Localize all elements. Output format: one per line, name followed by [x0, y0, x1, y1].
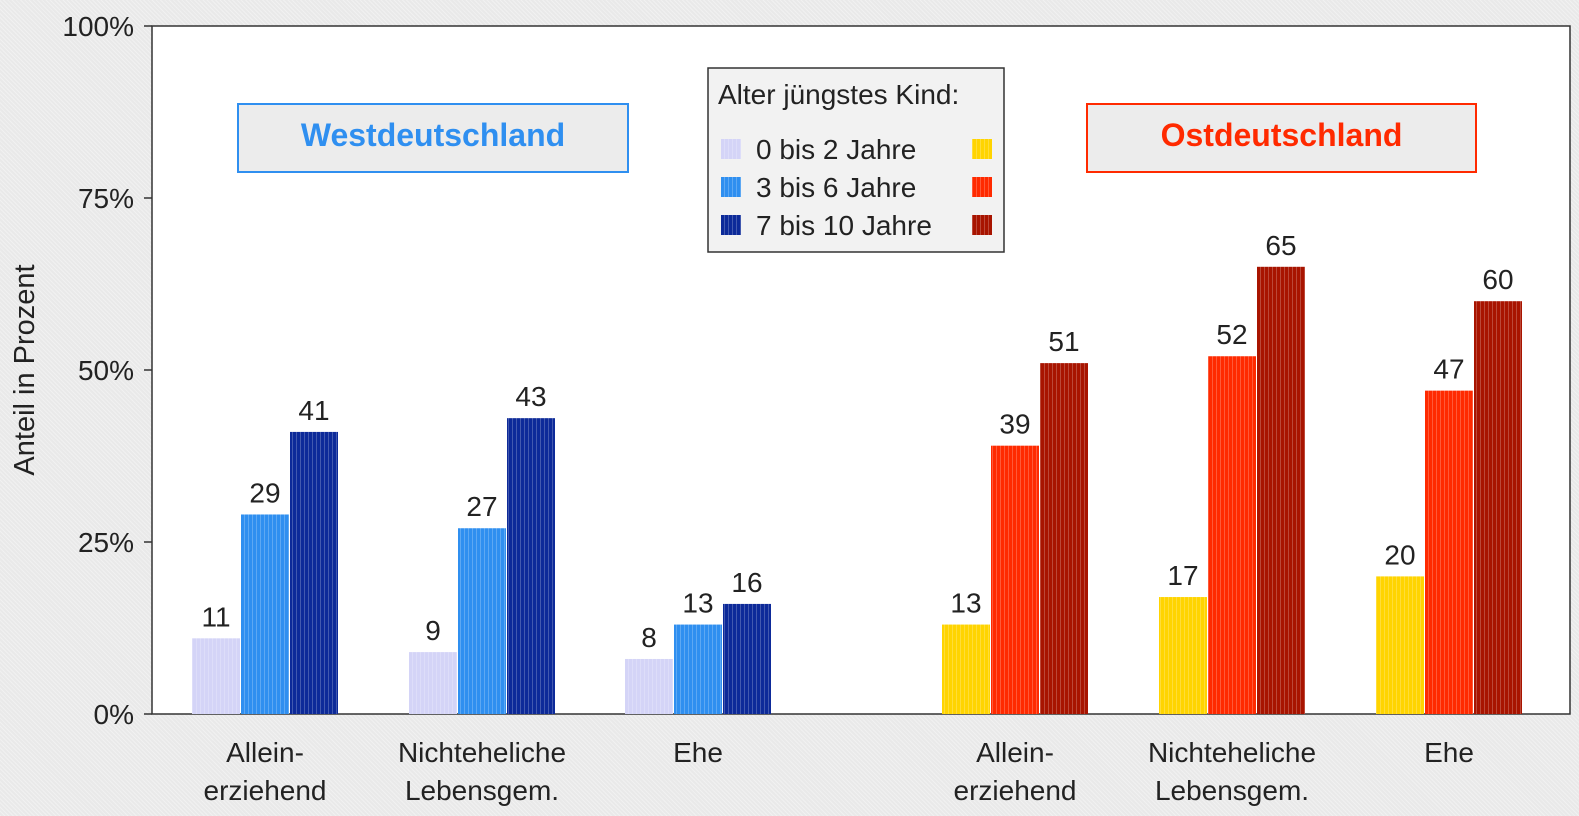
category-label: Lebensgem. — [1155, 775, 1309, 806]
y-axis-label: Anteil in Prozent — [9, 264, 41, 475]
group-title-box — [1086, 103, 1477, 173]
bar — [1474, 301, 1522, 714]
data-label: 52 — [1216, 319, 1247, 350]
data-label: 20 — [1384, 539, 1415, 570]
bar — [625, 658, 673, 714]
group-title-box — [237, 103, 629, 173]
bar — [1208, 356, 1256, 714]
y-tick-label: 0% — [94, 699, 134, 730]
data-label: 65 — [1265, 230, 1296, 261]
category-label: erziehend — [204, 775, 327, 806]
bar — [192, 638, 240, 714]
category-label: Nichteheliche — [398, 737, 566, 768]
bar — [1040, 363, 1088, 714]
data-label: 41 — [298, 395, 329, 426]
data-label: 43 — [515, 381, 546, 412]
legend-entry: 3 bis 6 Jahre — [756, 172, 916, 203]
category-label: Ehe — [1424, 737, 1474, 768]
category-label: erziehend — [954, 775, 1077, 806]
data-label: 16 — [731, 567, 762, 598]
bar — [942, 624, 990, 714]
legend-title: Alter jüngstes Kind: — [718, 79, 959, 110]
bar — [241, 514, 289, 714]
data-label: 13 — [682, 588, 713, 619]
bar — [290, 431, 338, 714]
data-label: 47 — [1433, 354, 1464, 385]
legend-swatch-west — [721, 139, 741, 159]
y-tick-label: 75% — [78, 183, 134, 214]
legend-swatch-west — [721, 177, 741, 197]
legend-swatch-west — [721, 215, 741, 235]
data-label: 60 — [1482, 264, 1513, 295]
group-title: Westdeutschland — [301, 117, 565, 153]
bar — [458, 528, 506, 714]
legend-swatch-east — [972, 177, 992, 197]
legend-entry: 0 bis 2 Jahre — [756, 134, 916, 165]
data-label: 27 — [466, 491, 497, 522]
category-label: Lebensgem. — [405, 775, 559, 806]
bar — [1159, 597, 1207, 714]
y-tick-label: 100% — [62, 11, 134, 42]
y-tick-label: 25% — [78, 527, 134, 558]
data-label: 8 — [641, 622, 657, 653]
bar — [674, 624, 722, 714]
data-label: 13 — [950, 588, 981, 619]
data-label: 51 — [1048, 326, 1079, 357]
legend-swatch-east — [972, 139, 992, 159]
bar — [1425, 390, 1473, 714]
data-label: 9 — [425, 615, 441, 646]
data-label: 11 — [201, 601, 230, 632]
category-label: Nichteheliche — [1148, 737, 1316, 768]
category-label: Allein- — [976, 737, 1054, 768]
data-label: 29 — [249, 477, 280, 508]
legend-swatch-east — [972, 215, 992, 235]
y-tick-label: 50% — [78, 355, 134, 386]
bar — [1257, 266, 1305, 714]
category-label: Allein- — [226, 737, 304, 768]
bar — [507, 418, 555, 714]
data-label: 39 — [999, 409, 1030, 440]
data-label: 17 — [1167, 560, 1198, 591]
legend-entry: 7 bis 10 Jahre — [756, 210, 932, 241]
category-label: Ehe — [673, 737, 723, 768]
bar — [723, 603, 771, 714]
bar — [409, 652, 457, 714]
legend-box — [707, 67, 1005, 253]
bar — [991, 445, 1039, 714]
bar — [1376, 576, 1424, 714]
group-title: Ostdeutschland — [1161, 117, 1403, 153]
